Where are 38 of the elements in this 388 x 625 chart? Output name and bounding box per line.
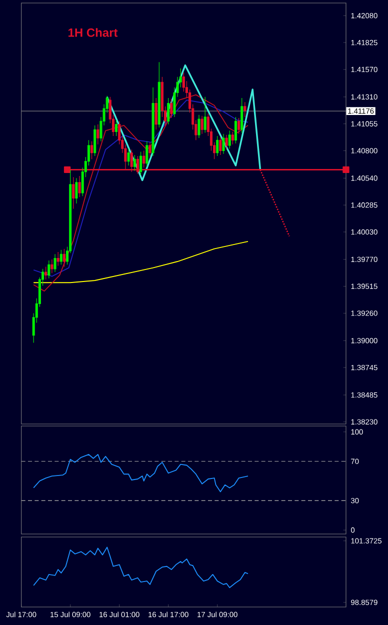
candlestick <box>148 142 152 158</box>
candlestick <box>152 87 154 156</box>
candlestick <box>127 148 130 166</box>
candlestick <box>94 125 96 156</box>
candlestick <box>170 98 173 118</box>
candlestick <box>228 130 231 149</box>
candlestick <box>234 116 238 144</box>
candlestick <box>115 120 118 136</box>
candlestick <box>219 136 222 156</box>
candlestick <box>244 102 246 118</box>
candlestick <box>96 124 100 145</box>
candlestick <box>56 252 60 266</box>
candlestick <box>238 118 240 134</box>
candlestick <box>225 134 228 150</box>
candlestick <box>48 260 50 279</box>
candlestick <box>146 140 148 167</box>
candlestick <box>133 154 136 172</box>
candlestick <box>90 140 94 160</box>
candlestick <box>140 151 142 176</box>
candlestick <box>44 266 48 280</box>
candlestick <box>60 250 62 265</box>
candlestick <box>198 114 200 138</box>
candlestick <box>154 98 158 130</box>
candlestick <box>75 178 78 204</box>
candlestick <box>204 96 206 134</box>
candlestick <box>54 254 56 272</box>
text: 1H Chart <box>68 28 118 37</box>
candlestick <box>78 176 81 198</box>
candlestick <box>200 116 204 134</box>
candlestick <box>167 98 170 125</box>
candlestick <box>72 176 75 210</box>
candlestick <box>240 98 244 134</box>
candlestick <box>50 259 54 274</box>
candlestick <box>158 62 160 128</box>
candlestick <box>222 134 225 154</box>
candlestick <box>62 248 66 268</box>
candlestick <box>231 131 234 145</box>
candlestick <box>216 136 219 156</box>
